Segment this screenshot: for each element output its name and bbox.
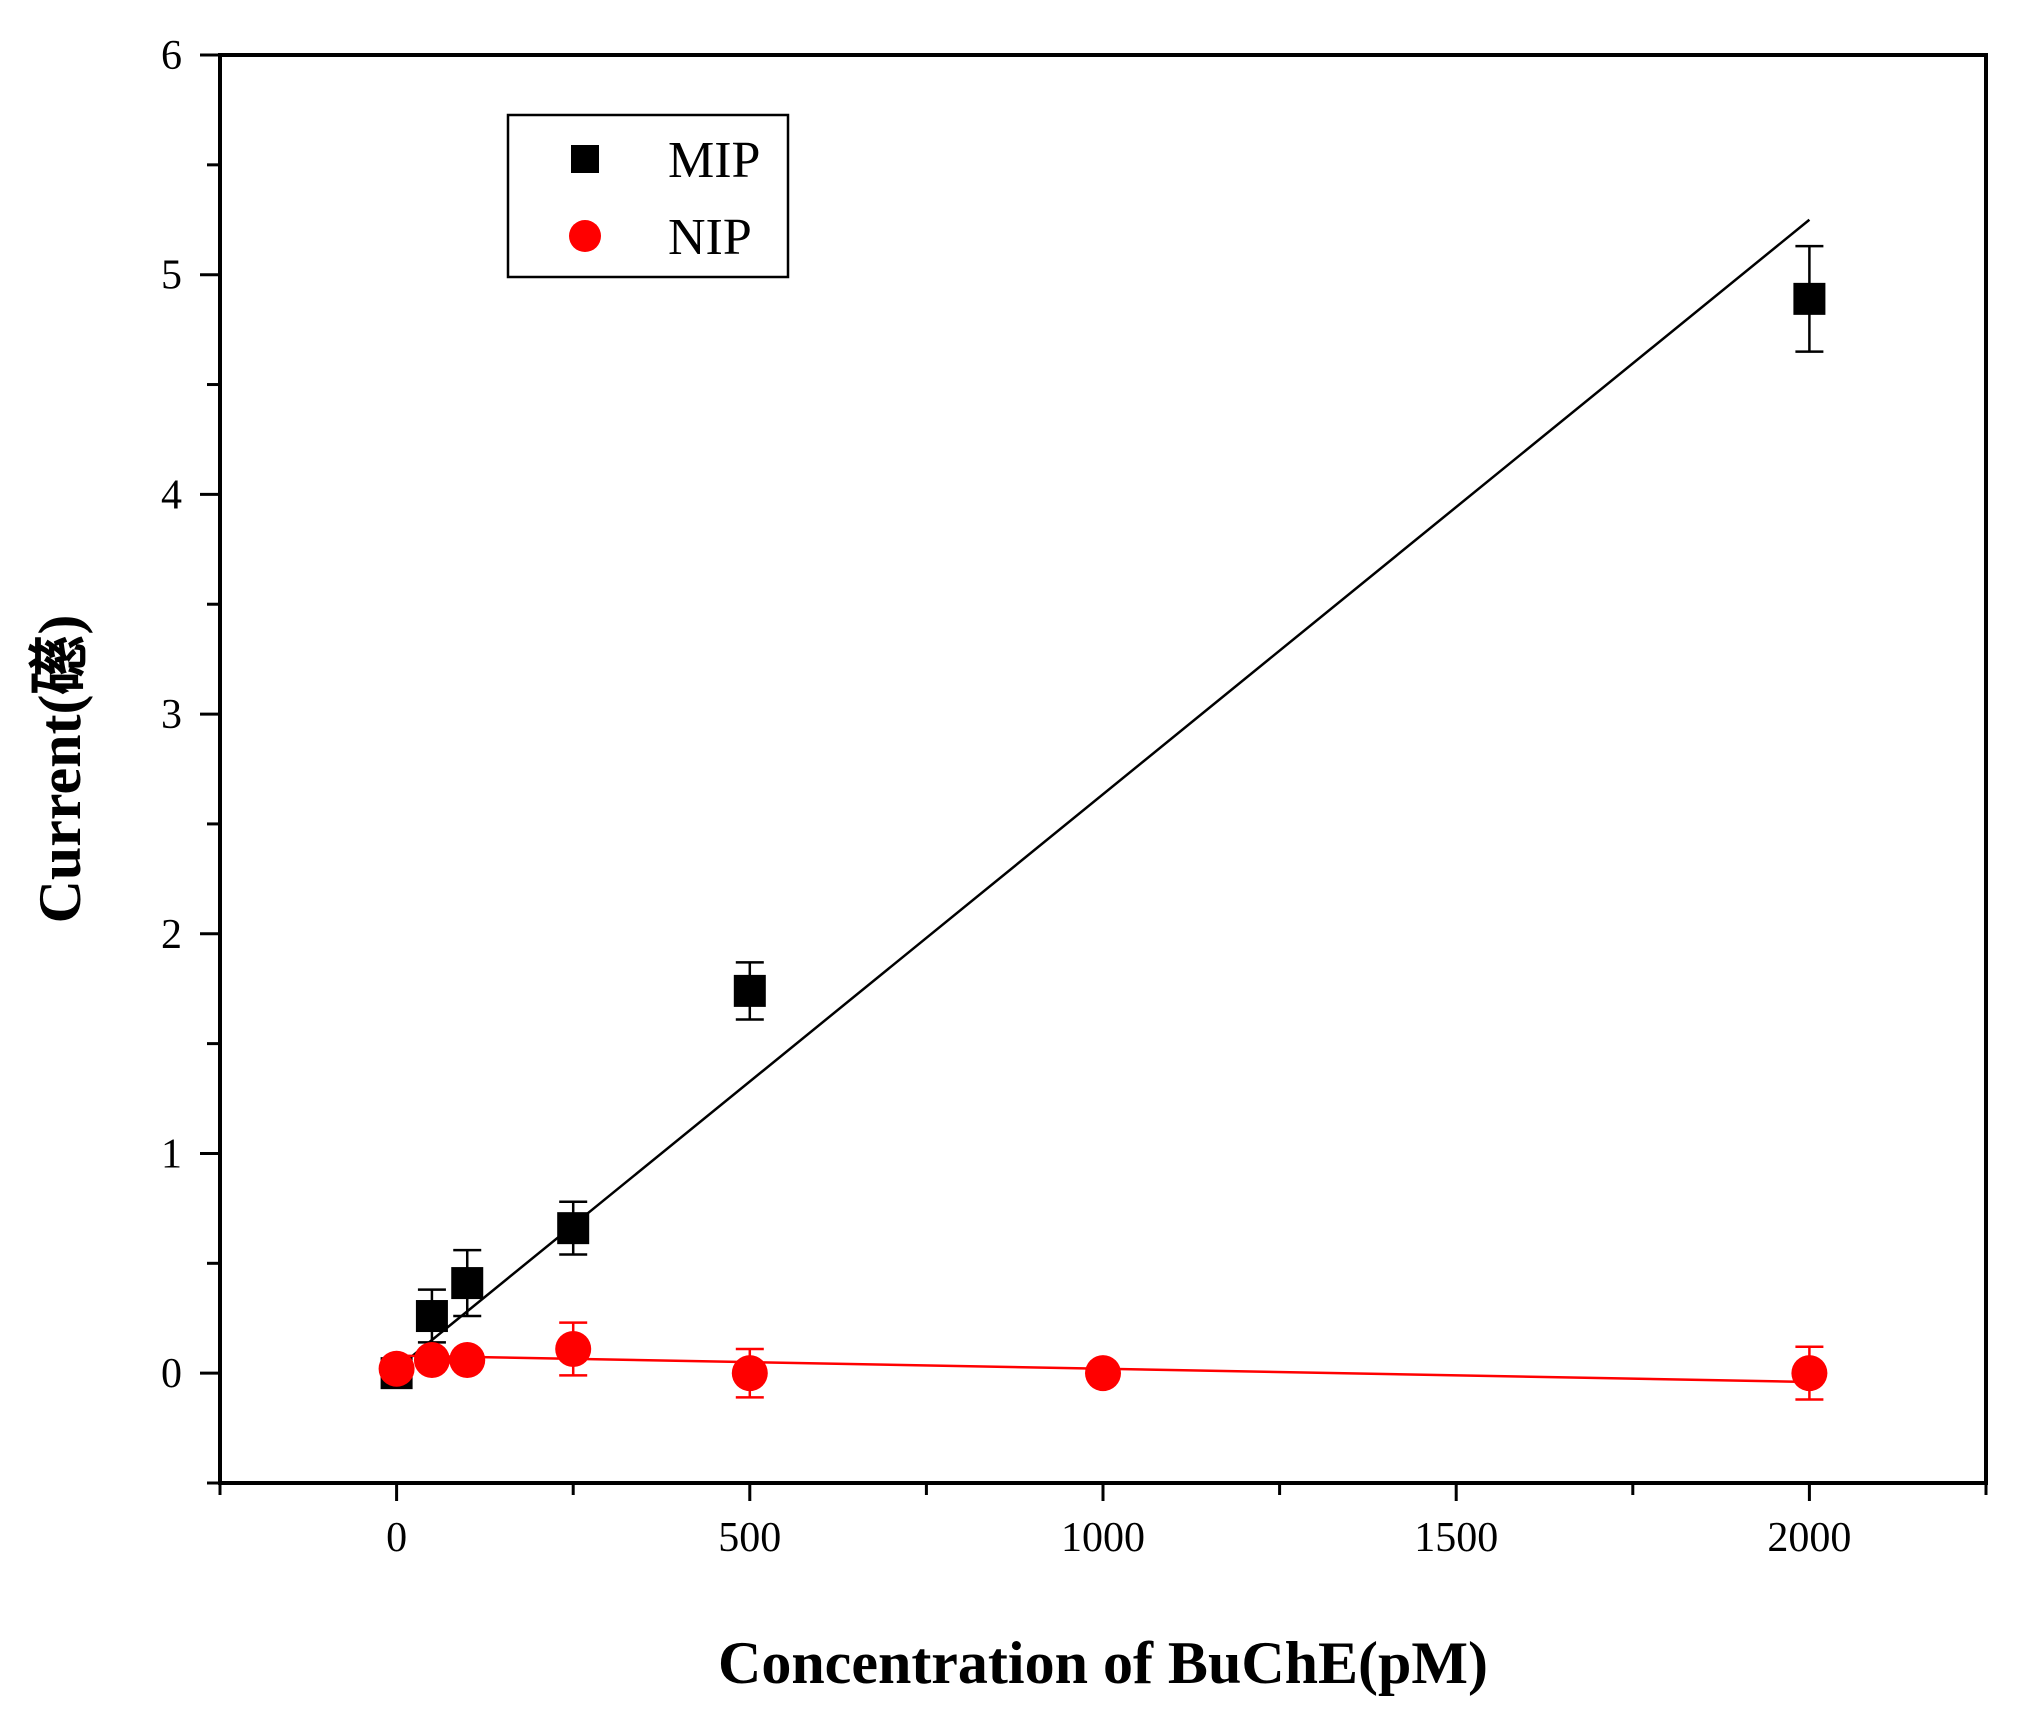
- legend: MIP NIP: [506, 113, 790, 279]
- fit-line-mip: [395, 218, 1811, 1370]
- data-point-nip: [449, 1341, 486, 1378]
- y-tick-label: 6: [161, 33, 182, 79]
- legend-marker-nip: [569, 220, 601, 252]
- legend-marker-mip: [571, 145, 599, 173]
- data-point-mip: [557, 1212, 590, 1245]
- x-tick-label: 2000: [1767, 1515, 1851, 1561]
- y-axis-title: Current(礠): [27, 615, 93, 924]
- data-point-nip: [731, 1355, 768, 1392]
- x-tick-label: 1500: [1414, 1515, 1498, 1561]
- legend-box: [506, 113, 790, 279]
- x-tick-label: 0: [386, 1515, 407, 1561]
- legend-label-mip: MIP: [668, 132, 760, 189]
- data-point-mip: [1793, 282, 1826, 315]
- x-axis-ticks: 0 500 1000 1500 2000: [218, 1483, 1988, 1561]
- x-axis-title: Concentration of BuChE(pM): [718, 1630, 1488, 1696]
- data-point-mip: [733, 974, 766, 1007]
- fit-lines: [395, 218, 1811, 1384]
- data-point-nip: [555, 1330, 592, 1367]
- data-point-mip: [451, 1267, 484, 1300]
- legend-label-nip: NIP: [668, 209, 752, 266]
- x-tick-label: 500: [718, 1515, 781, 1561]
- error-bars: [382, 244, 1824, 1401]
- data-point-nip: [378, 1350, 415, 1387]
- y-tick-label: 1: [161, 1131, 182, 1177]
- y-axis-ticks: 0 1 2 3 4 5 6: [161, 33, 220, 1485]
- y-tick-label: 5: [161, 253, 182, 299]
- y-tick-label: 0: [161, 1351, 182, 1397]
- data-point-nip: [413, 1341, 450, 1378]
- y-tick-label: 4: [161, 472, 182, 518]
- plot-frame: [218, 53, 1988, 1485]
- data-point-nip: [1085, 1355, 1121, 1392]
- x-tick-label: 1000: [1061, 1515, 1145, 1561]
- data-point-mip: [415, 1300, 448, 1333]
- data-point-nip: [1791, 1355, 1828, 1392]
- y-tick-label: 3: [161, 692, 182, 738]
- data-points: [378, 282, 1828, 1392]
- y-tick-label: 2: [161, 912, 182, 958]
